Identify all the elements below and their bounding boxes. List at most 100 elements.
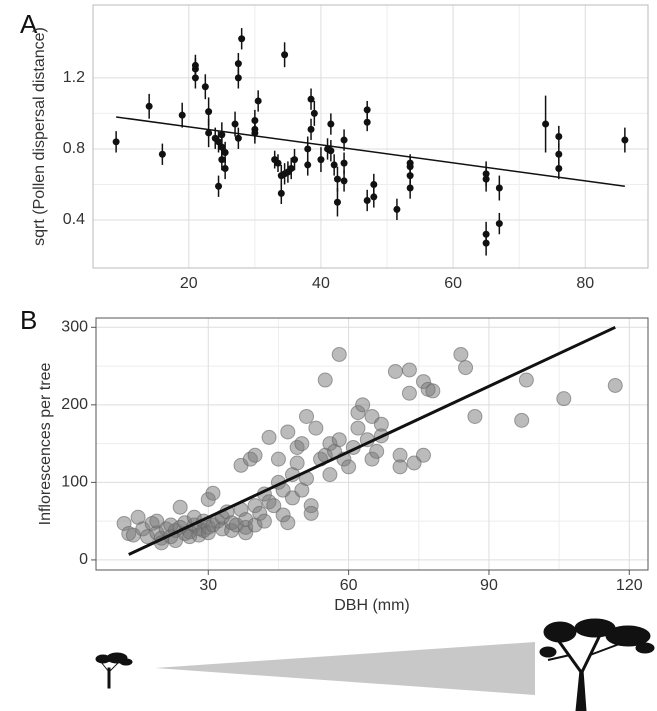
- point: [287, 164, 295, 172]
- point: [333, 175, 341, 183]
- point: [307, 95, 315, 103]
- point: [556, 391, 572, 407]
- point: [555, 150, 563, 158]
- point: [251, 129, 259, 137]
- point: [392, 459, 408, 475]
- point: [234, 134, 242, 142]
- point: [363, 118, 371, 126]
- y-tick-label: 100: [61, 474, 88, 491]
- point: [393, 205, 401, 213]
- point: [607, 377, 623, 393]
- size-wedge: [155, 642, 535, 695]
- point: [303, 505, 319, 521]
- x-axis-label: DBH (mm): [334, 597, 410, 614]
- fit-line: [116, 116, 625, 188]
- x-tick-label: 20: [180, 275, 198, 292]
- y-tick-label: 200: [61, 396, 88, 413]
- x-tick-label: 60: [340, 577, 358, 594]
- point: [112, 138, 120, 146]
- point: [270, 451, 286, 467]
- point: [317, 156, 325, 164]
- point: [387, 364, 403, 380]
- point: [251, 117, 259, 125]
- point: [277, 189, 285, 197]
- point: [350, 420, 366, 436]
- point: [205, 129, 213, 137]
- small-tree: [95, 652, 133, 689]
- point: [307, 125, 315, 133]
- point: [158, 150, 166, 158]
- point: [266, 498, 282, 514]
- point: [256, 513, 272, 529]
- panel-label: A: [20, 9, 38, 39]
- point: [331, 346, 347, 362]
- point: [218, 131, 226, 139]
- plot-frame: [95, 317, 649, 571]
- x-tick-label: 60: [444, 275, 462, 292]
- panel-label: B: [20, 305, 37, 335]
- point: [482, 239, 490, 247]
- point: [369, 443, 385, 459]
- point: [191, 74, 199, 82]
- point: [467, 408, 483, 424]
- point: [218, 156, 226, 164]
- point: [355, 397, 371, 413]
- point: [205, 485, 221, 501]
- x-tick-label: 80: [576, 275, 594, 292]
- point: [234, 60, 242, 68]
- point: [231, 120, 239, 128]
- point: [261, 429, 277, 445]
- point: [327, 147, 335, 155]
- point: [482, 175, 490, 183]
- point: [333, 198, 341, 206]
- point: [370, 193, 378, 201]
- point: [363, 106, 371, 114]
- point: [234, 74, 242, 82]
- y-axis-label: sqrt (Pollen dispersal distance): [31, 27, 48, 246]
- point: [178, 111, 186, 119]
- x-tick-label: 120: [616, 577, 643, 594]
- point: [370, 180, 378, 188]
- point: [495, 220, 503, 228]
- point: [317, 372, 333, 388]
- point: [201, 83, 209, 91]
- point: [215, 138, 223, 146]
- point: [406, 184, 414, 192]
- large-tree: [539, 618, 655, 711]
- point: [331, 432, 347, 448]
- point: [542, 120, 550, 128]
- plot-frame: [92, 4, 649, 269]
- point: [299, 408, 315, 424]
- point: [274, 159, 282, 167]
- point: [205, 108, 213, 116]
- point: [415, 447, 431, 463]
- point: [555, 164, 563, 172]
- point: [310, 109, 318, 117]
- y-tick-label: 0.4: [63, 211, 85, 228]
- point: [425, 383, 441, 399]
- y-tick-label: 300: [61, 319, 88, 336]
- point: [340, 136, 348, 144]
- x-tick-label: 90: [480, 577, 498, 594]
- point: [304, 161, 312, 169]
- point: [330, 161, 338, 169]
- tree-illustration: [95, 618, 655, 711]
- point: [341, 459, 357, 475]
- point: [221, 164, 229, 172]
- point: [254, 97, 262, 105]
- point: [458, 360, 474, 376]
- y-axis-label: Inflorescences per tree: [37, 363, 54, 526]
- point: [145, 102, 153, 110]
- point: [289, 455, 305, 471]
- x-tick-label: 30: [199, 577, 217, 594]
- point: [172, 499, 188, 515]
- point: [218, 143, 226, 151]
- point: [555, 133, 563, 140]
- point: [247, 447, 263, 463]
- fit-line: [128, 325, 616, 556]
- point: [308, 420, 324, 436]
- x-tick-label: 40: [312, 275, 330, 292]
- point: [221, 148, 229, 156]
